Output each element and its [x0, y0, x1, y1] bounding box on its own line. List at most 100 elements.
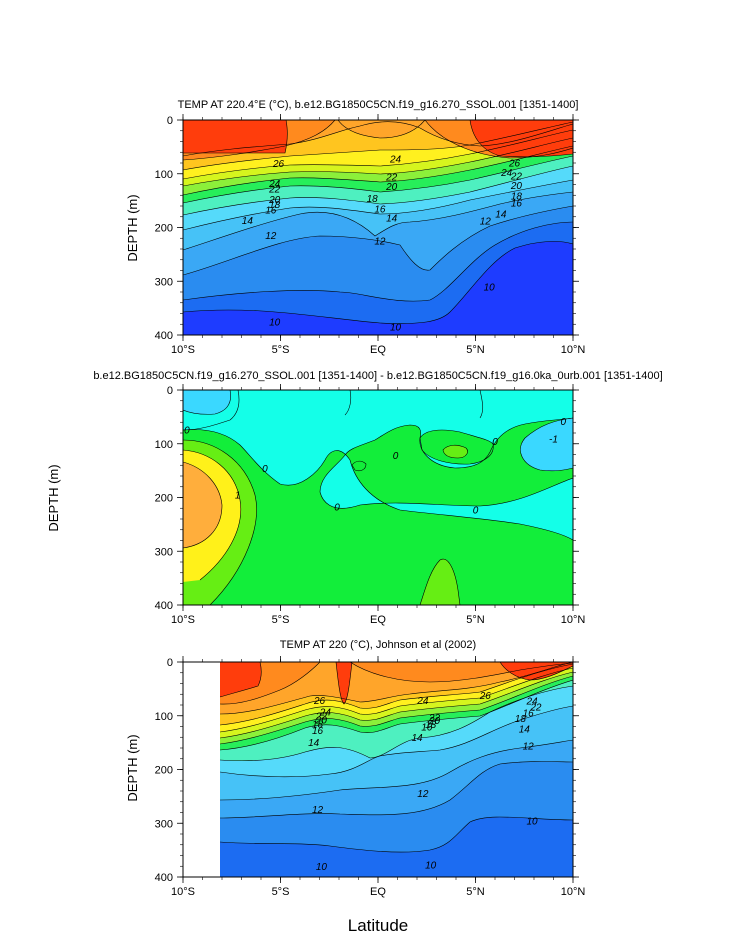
y-tick-label: 100: [155, 169, 173, 181]
panel-2-fill: [183, 390, 573, 605]
x-tick-label: 10°S: [171, 614, 195, 626]
contour-label: 18: [312, 719, 324, 730]
y-tick-label: 0: [167, 115, 173, 127]
x-tick-label: 10°N: [561, 886, 586, 898]
fill-band-neg0-left: [183, 390, 240, 430]
contour-label: 10: [269, 318, 281, 329]
contour-label: 0: [473, 505, 479, 516]
contour-label: 12: [374, 236, 386, 247]
contour-label: 22: [315, 711, 328, 722]
contour-label: 20: [315, 716, 328, 727]
panel-2-title: b.e12.BG1850C5CN.f19_g16.270_SSOL.001 [1…: [93, 370, 662, 382]
fill-band-28-right: [500, 662, 573, 680]
y-tick-label: 400: [155, 330, 173, 342]
panel-2-contour-lines: [183, 390, 573, 605]
fill-band-gt0-hi: [443, 445, 468, 458]
y-tick-label: 100: [155, 439, 173, 451]
x-tick-label: EQ: [370, 886, 386, 898]
contour-label: 0: [393, 451, 399, 462]
contour-label: 10: [316, 862, 328, 873]
panel-2-ylabel: DEPTH (m): [46, 464, 61, 531]
contour-label: 0: [184, 425, 190, 436]
x-tick-label: EQ: [370, 614, 386, 626]
contour-label: 16: [265, 205, 277, 216]
fill-band-27-center: [338, 120, 425, 138]
contour-label: 14: [386, 213, 398, 224]
contour-label: 14: [308, 738, 320, 749]
contour-label: 12: [417, 789, 429, 800]
contour-label: 14: [411, 733, 423, 744]
y-tick-label: 200: [155, 223, 173, 235]
panel-1-contour-lines: [183, 120, 573, 324]
contour-label: 22: [510, 171, 523, 182]
contour-label: 18: [511, 191, 523, 202]
contour-label: 22: [529, 703, 542, 714]
contour-label: 12: [312, 805, 324, 816]
contour-label: 0: [492, 437, 498, 448]
y-tick-label: 0: [167, 385, 173, 397]
contour-label: 0: [334, 503, 340, 514]
panel-1-title: TEMP AT 220.4°E (°C), b.e12.BG1850C5CN.f…: [178, 99, 579, 111]
panel-1-fill: [183, 120, 573, 335]
contour-label: 24: [525, 697, 538, 708]
panel-1-axes: 10°S 5°S EQ 5°N 10°N 0 100 200 300 400: [155, 114, 586, 356]
contour-label: 24: [500, 168, 513, 179]
contour-label: 0: [262, 464, 268, 475]
panel-3-contour-labels: 2624222018161424222018161426242218161412…: [308, 691, 542, 873]
fill-band-3-left: [183, 462, 222, 548]
x-tick-label: 5°S: [272, 886, 290, 898]
panel-3-ylabel: DEPTH (m): [125, 734, 140, 801]
contour-label: 18: [367, 194, 379, 205]
contour-label: 20: [510, 181, 523, 192]
contour-label: 14: [519, 725, 531, 736]
contour-label: 16: [312, 726, 324, 737]
y-tick-label: 300: [155, 276, 173, 288]
contour-label: 22: [428, 713, 441, 724]
contour-label: 20: [268, 195, 281, 206]
contour-label: 16: [511, 198, 523, 209]
fill-band-neg0: [183, 390, 573, 540]
x-tick-label: 5°S: [272, 614, 290, 626]
contour-label: 24: [268, 179, 281, 190]
contour-label: 18: [269, 200, 281, 211]
y-tick-label: 400: [155, 872, 173, 884]
contour-label: 24: [416, 696, 429, 707]
contour-label: 18: [425, 720, 437, 731]
fill-band-gt0-tiny: [352, 461, 366, 471]
contour-label: 24: [319, 707, 332, 718]
y-tick-label: 0: [167, 657, 173, 669]
panel-3: TEMP AT 220 (°C), Johnson et al (2002): [125, 639, 585, 898]
contour-label: 12: [523, 741, 535, 752]
panel-3-title: TEMP AT 220 (°C), Johnson et al (2002): [280, 639, 476, 651]
fill-band-neg1-left: [183, 390, 231, 415]
y-tick-label: 200: [155, 493, 173, 505]
contour-label: 0: [560, 417, 566, 428]
fill-band-1-bottom: [420, 559, 460, 605]
contour-label: 22: [385, 172, 398, 183]
contour-label: 26: [508, 159, 521, 170]
figure-xlabel: Latitude: [348, 916, 409, 935]
panel-3-contour-lines: [220, 662, 573, 853]
contour-label: -1: [549, 434, 558, 445]
contour-label: 24: [389, 155, 402, 166]
contour-label: 16: [421, 723, 433, 734]
contour-label: 10: [526, 817, 538, 828]
contour-label: 18: [515, 714, 527, 725]
x-tick-label: EQ: [370, 344, 386, 356]
contour-label: 10: [484, 283, 496, 294]
contour-label: 14: [242, 216, 254, 227]
x-tick-label: 10°N: [561, 614, 586, 626]
y-tick-label: 300: [155, 818, 173, 830]
fill-band-28-spike: [336, 662, 352, 704]
contour-label: 20: [428, 716, 441, 727]
contour-label: 12: [265, 231, 277, 242]
y-tick-label: 300: [155, 546, 173, 558]
fill-band-neg1-right: [520, 418, 573, 471]
x-tick-label: 10°N: [561, 344, 586, 356]
contour-label: 26: [313, 696, 326, 707]
contour-label: 20: [385, 182, 398, 193]
contour-label: 26: [479, 691, 492, 702]
contour-label: 16: [523, 709, 535, 720]
